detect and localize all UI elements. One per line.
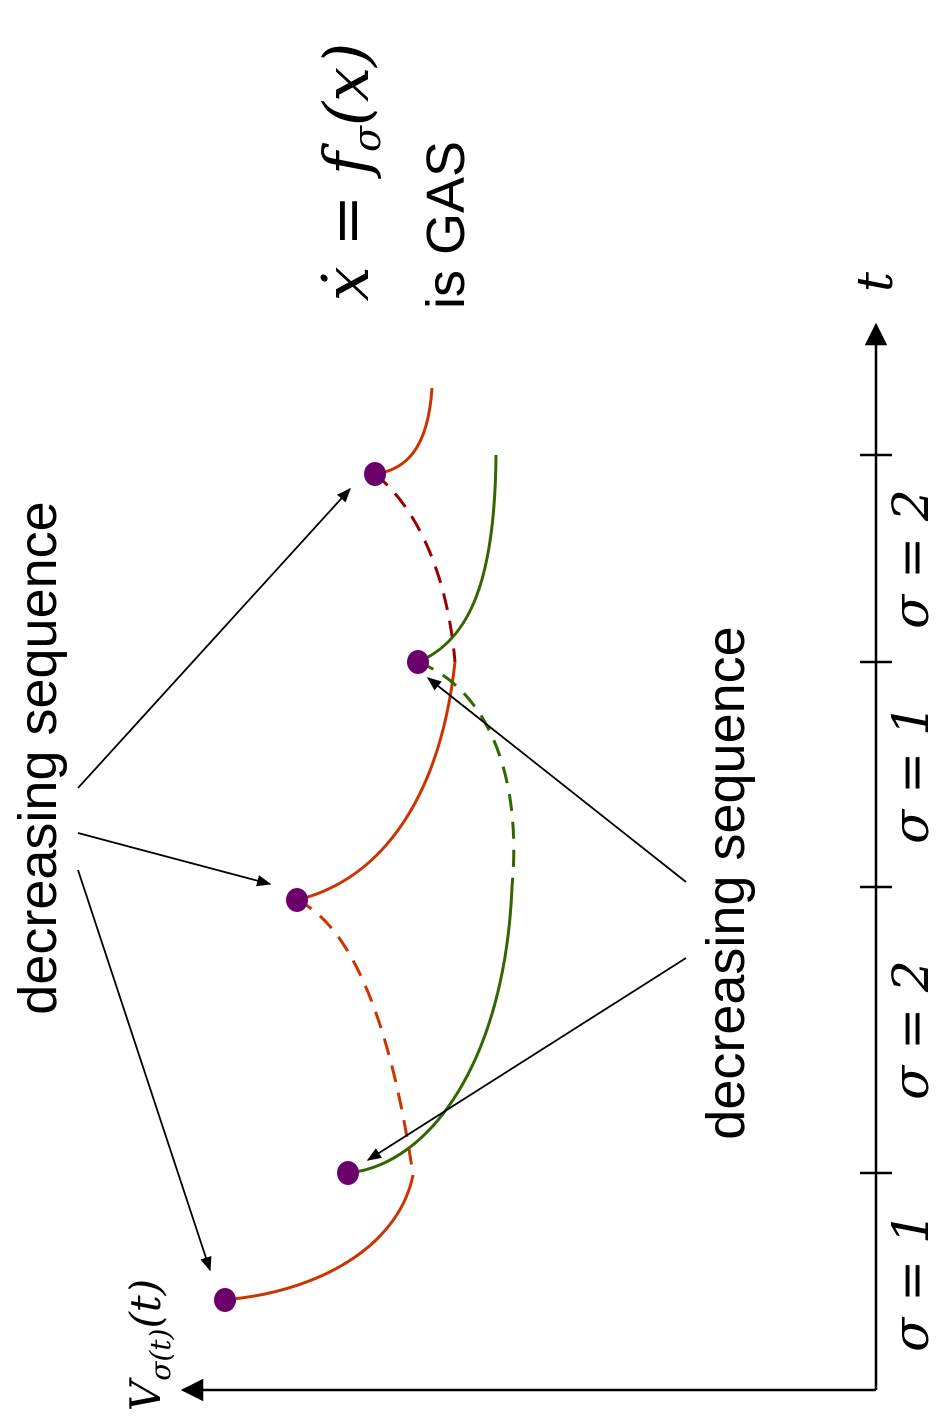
gas-equation: ẋ = fσ(x) (310, 43, 389, 302)
upper-arrow-to-point-3 (77, 832, 272, 887)
interval-label-4: σ = 2 (882, 489, 940, 629)
lower-sequence-label: decreasing sequence (696, 626, 756, 1139)
time-axis-label: t (846, 271, 904, 292)
switch-point-3 (286, 888, 308, 912)
mode-1-dashed-curves (296, 472, 457, 1176)
interval-labels: σ = 1 σ = 2 σ = 1 σ = 2 (882, 489, 940, 1352)
gas-equation-subscript: σ (345, 125, 389, 152)
gas-equation-main: ẋ = f (310, 142, 383, 301)
gas-equation-tail: (x) (310, 43, 383, 126)
interval-label-2: σ = 2 (882, 960, 940, 1100)
gas-text: is GAS (416, 141, 476, 309)
mode-2-dashed-segment (417, 660, 516, 888)
mode-2-curve-segment-2 (417, 454, 498, 664)
upper-arrow-to-point-5 (77, 487, 351, 789)
value-axis-label-tail: (t) (121, 1279, 170, 1329)
mode-2-curves (347, 454, 514, 1175)
mode-1-curve-segment-1 (224, 1174, 415, 1302)
mode-2-curve-segment-1 (347, 886, 514, 1175)
value-axis-label-main: V (121, 1377, 170, 1411)
interval-label-1: σ = 1 (882, 1212, 940, 1352)
switch-point-4 (407, 650, 429, 674)
mode-1-curve-segment-3 (374, 387, 434, 476)
lower-arrow-to-point-2 (366, 957, 687, 1161)
mode-1-dashed-segment-2 (374, 472, 457, 663)
switch-points (214, 462, 429, 1312)
mode-1-curve-segment-2 (296, 661, 457, 902)
upper-sequence-label: decreasing sequence (8, 501, 68, 1014)
mode-1-dashed-segment-1 (296, 898, 415, 1176)
upper-arrow-to-point-1 (77, 869, 212, 1272)
switch-point-5 (364, 462, 386, 486)
switch-point-2 (337, 1161, 359, 1185)
mode-1-curves (224, 387, 457, 1302)
interval-label-3: σ = 1 (882, 704, 940, 844)
axes (180, 322, 892, 1402)
lower-annotation-arrows (366, 677, 687, 1161)
value-axis-label: Vσ(t)(t) (121, 1279, 177, 1411)
lower-arrow-to-point-4 (426, 677, 687, 883)
upper-annotation-arrows (77, 487, 351, 1272)
value-axis-label-subscript: σ(t) (144, 1329, 177, 1381)
switch-point-1 (214, 1288, 236, 1312)
